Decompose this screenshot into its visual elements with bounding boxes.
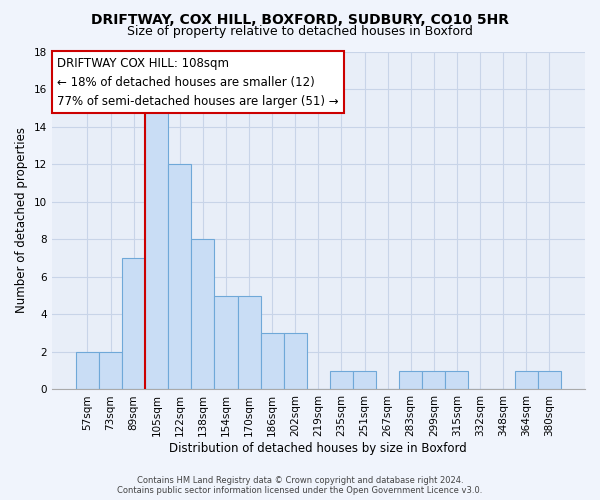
Bar bbox=[445, 370, 469, 390]
Text: DRIFTWAY COX HILL: 108sqm
← 18% of detached houses are smaller (12)
77% of semi-: DRIFTWAY COX HILL: 108sqm ← 18% of detac… bbox=[57, 56, 338, 108]
Bar bbox=[538, 370, 561, 390]
Bar bbox=[399, 370, 422, 390]
Bar bbox=[214, 296, 238, 390]
Bar bbox=[330, 370, 353, 390]
Bar bbox=[353, 370, 376, 390]
Bar bbox=[260, 333, 284, 390]
Bar bbox=[422, 370, 445, 390]
Bar bbox=[284, 333, 307, 390]
X-axis label: Distribution of detached houses by size in Boxford: Distribution of detached houses by size … bbox=[169, 442, 467, 455]
Bar bbox=[76, 352, 99, 390]
Y-axis label: Number of detached properties: Number of detached properties bbox=[15, 128, 28, 314]
Bar bbox=[191, 240, 214, 390]
Bar bbox=[515, 370, 538, 390]
Bar bbox=[238, 296, 260, 390]
Bar bbox=[99, 352, 122, 390]
Text: Contains HM Land Registry data © Crown copyright and database right 2024.
Contai: Contains HM Land Registry data © Crown c… bbox=[118, 476, 482, 495]
Bar bbox=[145, 108, 168, 390]
Text: Size of property relative to detached houses in Boxford: Size of property relative to detached ho… bbox=[127, 25, 473, 38]
Bar bbox=[168, 164, 191, 390]
Bar bbox=[122, 258, 145, 390]
Text: DRIFTWAY, COX HILL, BOXFORD, SUDBURY, CO10 5HR: DRIFTWAY, COX HILL, BOXFORD, SUDBURY, CO… bbox=[91, 12, 509, 26]
